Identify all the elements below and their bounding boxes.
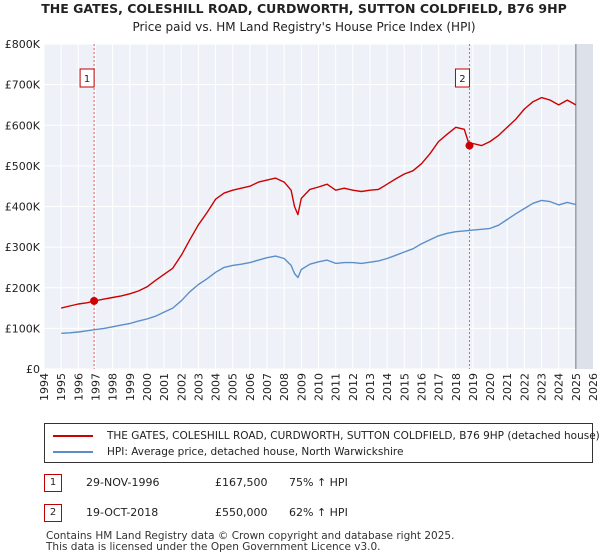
series-property-line: [61, 96, 577, 309]
future-shade: [575, 44, 593, 369]
x-tick-label: 1997: [89, 373, 102, 401]
legend-label-hpi: HPI: Average price, detached house, Nort…: [107, 446, 404, 458]
legend-swatch-property: [53, 435, 93, 437]
x-tick-label: 2013: [364, 373, 377, 401]
x-tick-label: 1996: [72, 373, 85, 401]
x-tick-label: 1998: [107, 373, 120, 401]
sale-price: £550,000: [215, 506, 268, 519]
x-tick-label: 2010: [313, 373, 326, 401]
x-tick-label: 2022: [518, 373, 531, 401]
sale-hpi-change: 62% ↑ HPI: [289, 506, 348, 519]
sale-point: [90, 296, 99, 305]
x-tick-label: 2002: [175, 373, 188, 401]
x-tick-label: 2007: [261, 373, 274, 401]
x-tick-label: 2008: [278, 373, 291, 401]
legend-label-property: THE GATES, COLESHILL ROAD, CURDWORTH, SU…: [107, 430, 600, 442]
x-tick-label: 2021: [501, 373, 514, 401]
annotation-label: 1: [84, 74, 90, 85]
x-tick-label: 2011: [330, 373, 343, 401]
annotation-box: [79, 68, 95, 88]
y-tick-label: £0: [26, 363, 40, 376]
x-tick-label: 2005: [227, 373, 240, 401]
x-tick-label: 2000: [141, 373, 154, 401]
chart-title: THE GATES, COLESHILL ROAD, CURDWORTH, SU…: [41, 1, 567, 16]
y-tick-label: £300K: [5, 241, 41, 254]
x-tick-label: 2012: [347, 373, 360, 401]
legend-item-property: THE GATES, COLESHILL ROAD, CURDWORTH, SU…: [53, 428, 600, 444]
x-tick-label: 2026: [587, 373, 600, 401]
x-tick-label: 1999: [124, 373, 137, 401]
sale-point: [465, 141, 474, 150]
legend: THE GATES, COLESHILL ROAD, CURDWORTH, SU…: [44, 423, 600, 463]
y-tick-label: £600K: [5, 119, 41, 132]
sale-number-badge: 1: [44, 474, 62, 492]
price-chart: THE GATES, COLESHILL ROAD, CURDWORTH, SU…: [5, 1, 600, 401]
x-tick-label: 2004: [210, 373, 223, 401]
x-tick-label: 2015: [398, 373, 411, 401]
x-tick-label: 2019: [467, 373, 480, 401]
x-tick-label: 2014: [381, 373, 394, 401]
x-tick-label: 1995: [55, 373, 68, 401]
footer: Contains HM Land Registry data © Crown c…: [46, 531, 454, 553]
chart-subtitle: Price paid vs. HM Land Registry's House …: [132, 20, 475, 34]
footer-copyright: Contains HM Land Registry data © Crown c…: [46, 530, 455, 542]
series-lines: [61, 96, 577, 334]
x-tick-label: 2017: [433, 373, 446, 401]
y-tick-label: £800K: [5, 38, 41, 51]
legend-item-hpi: HPI: Average price, detached house, Nort…: [53, 444, 403, 460]
x-tick-label: 2016: [415, 373, 428, 401]
legend-swatch-hpi: [53, 451, 93, 453]
x-tick-label: 2025: [570, 373, 583, 401]
y-tick-label: £700K: [5, 79, 41, 92]
y-tick-label: £100K: [5, 322, 41, 335]
x-tick-label: 2003: [192, 373, 205, 401]
grid-lines: [43, 43, 594, 370]
y-tick-label: £500K: [5, 160, 41, 173]
x-tick-label: 2009: [295, 373, 308, 401]
y-tick-label: £200K: [5, 282, 41, 295]
x-tick-label: 2018: [450, 373, 463, 401]
sale-date: 29-NOV-1996: [86, 476, 160, 489]
x-tick-label: 2020: [484, 373, 497, 401]
x-tick-label: 2024: [553, 373, 566, 401]
sale-hpi-change: 75% ↑ HPI: [289, 476, 348, 489]
y-tick-label: £400K: [5, 201, 41, 214]
x-tick-label: 2006: [244, 373, 257, 401]
x-tick-label: 2001: [158, 373, 171, 401]
sale-date: 19-OCT-2018: [86, 506, 159, 519]
sale-price: £167,500: [215, 476, 268, 489]
x-tick-label: 1994: [38, 373, 51, 401]
annotation-label: 2: [459, 74, 465, 85]
series-hpi-line: [61, 199, 576, 334]
footer-license: This data is licensed under the Open Gov…: [46, 541, 381, 553]
sale-number-badge: 2: [44, 504, 62, 522]
future-shading: [575, 44, 593, 369]
x-tick-label: 2023: [536, 373, 549, 401]
y-axis-labels: £0 £100K £200K £300K £400K £500K £600K £700K £80…: [5, 38, 41, 376]
x-axis-labels: 1994 1995 1996 1997 1998 1999 2000 2001 2002 2003…: [38, 373, 600, 401]
annotation-box: [454, 68, 470, 88]
